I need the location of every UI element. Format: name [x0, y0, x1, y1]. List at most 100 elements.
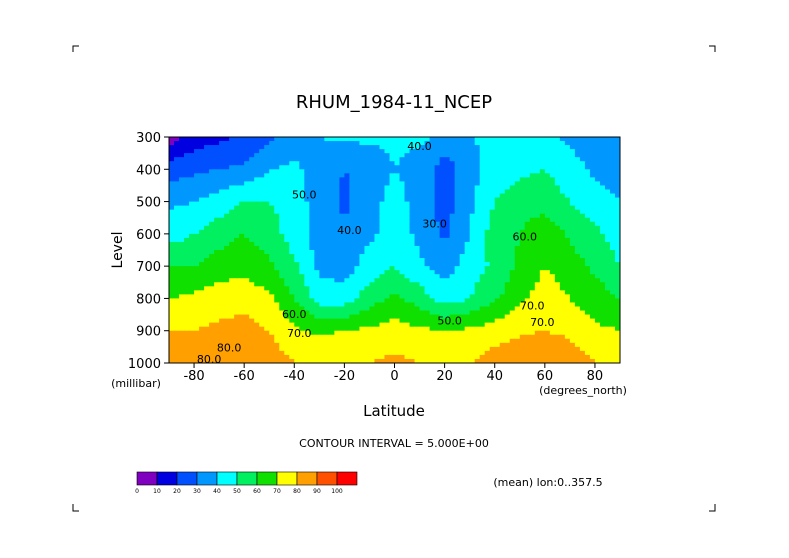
heatmap-cell [414, 306, 421, 312]
heatmap-cell [239, 346, 245, 352]
heatmap-cell [254, 326, 260, 332]
heatmap-cell [284, 250, 290, 255]
heatmap-cell [404, 209, 411, 215]
heatmap-cell [534, 314, 541, 320]
heatmap-cell [454, 241, 461, 247]
heatmap-cell [534, 229, 541, 235]
heatmap-cell [574, 137, 581, 142]
heatmap-cell [424, 197, 431, 203]
heatmap-cell [539, 250, 546, 255]
heatmap-cell [379, 274, 386, 279]
heatmap-cell [199, 338, 205, 344]
heatmap-cell [289, 306, 295, 312]
heatmap-cell [579, 145, 586, 150]
heatmap-cell [199, 262, 205, 267]
heatmap-cell [364, 326, 371, 332]
heatmap-cell [169, 225, 175, 231]
heatmap-cell [529, 306, 536, 312]
heatmap-cell [574, 145, 581, 150]
heatmap-cell [324, 241, 330, 247]
heatmap-cell [204, 185, 210, 191]
heatmap-cell [444, 282, 451, 287]
heatmap-cell [504, 350, 511, 356]
heatmap-cell [184, 213, 190, 219]
heatmap-cell [254, 322, 260, 328]
heatmap-cell [384, 342, 391, 348]
heatmap-cell [284, 205, 290, 211]
heatmap-cell [244, 169, 250, 174]
heatmap-cell [334, 282, 340, 287]
heatmap-cell [534, 201, 541, 207]
heatmap-cell [459, 221, 466, 227]
heatmap-cell [304, 217, 310, 223]
heatmap-cell [389, 233, 396, 239]
heatmap-cell [579, 189, 586, 195]
heatmap-cell [319, 294, 325, 300]
heatmap-cell [314, 342, 320, 348]
heatmap-cell [504, 185, 511, 191]
heatmap-cell [239, 298, 245, 304]
heatmap-cell [574, 205, 581, 211]
heatmap-cell [474, 302, 481, 308]
heatmap-cell [394, 181, 401, 187]
heatmap-cell [244, 229, 250, 235]
heatmap-cell [494, 262, 501, 267]
heatmap-cell [404, 302, 411, 308]
heatmap-cell [329, 165, 335, 170]
heatmap-cell [184, 193, 190, 199]
heatmap-cell [599, 221, 606, 227]
heatmap-cell [224, 338, 230, 344]
heatmap-cell [179, 221, 185, 227]
heatmap-cell [539, 298, 546, 304]
heatmap-cell [404, 197, 411, 203]
heatmap-cell [379, 278, 386, 283]
heatmap-cell [614, 245, 620, 251]
heatmap-cell [169, 173, 175, 178]
heatmap-cell [469, 141, 476, 146]
heatmap-cell [609, 237, 616, 243]
heatmap-cell [279, 229, 285, 235]
heatmap-cell [319, 153, 325, 158]
heatmap-cell [464, 213, 471, 219]
heatmap-cell [614, 205, 620, 211]
heatmap-cell [384, 193, 391, 199]
heatmap-cell [314, 193, 320, 199]
heatmap-cell [349, 342, 356, 348]
heatmap-cell [229, 137, 235, 142]
heatmap-cell [299, 169, 305, 174]
heatmap-cell [214, 310, 220, 316]
heatmap-cell [404, 290, 411, 295]
heatmap-cell [564, 189, 571, 195]
heatmap-cell [244, 298, 250, 304]
heatmap-cell [309, 149, 315, 154]
heatmap-cell [329, 254, 335, 259]
heatmap-cell [484, 270, 491, 275]
heatmap-cell [569, 282, 576, 287]
heatmap-cell [469, 330, 476, 336]
heatmap-cell [579, 290, 586, 295]
heatmap-cell [384, 137, 391, 142]
heatmap-cell [554, 250, 561, 255]
heatmap-cell [184, 250, 190, 255]
heatmap-cell [429, 201, 436, 207]
heatmap-cell [534, 237, 541, 243]
heatmap-cell [444, 306, 451, 312]
heatmap-cell [559, 245, 566, 251]
heatmap-cell [199, 286, 205, 291]
heatmap-cell [209, 149, 215, 154]
heatmap-cell [549, 290, 556, 295]
heatmap-cell [264, 338, 270, 344]
heatmap-cell [384, 197, 391, 203]
heatmap-cell [264, 298, 270, 304]
heatmap-cell [424, 310, 431, 316]
heatmap-cell [314, 298, 320, 304]
heatmap-cell [174, 282, 180, 287]
heatmap-cell [284, 173, 290, 178]
heatmap-cell [404, 217, 411, 223]
heatmap-cell [474, 290, 481, 295]
heatmap-cell [459, 338, 466, 344]
heatmap-cell [184, 298, 190, 304]
heatmap-cell [404, 338, 411, 344]
heatmap-cell [219, 173, 225, 178]
heatmap-cell [364, 193, 371, 199]
